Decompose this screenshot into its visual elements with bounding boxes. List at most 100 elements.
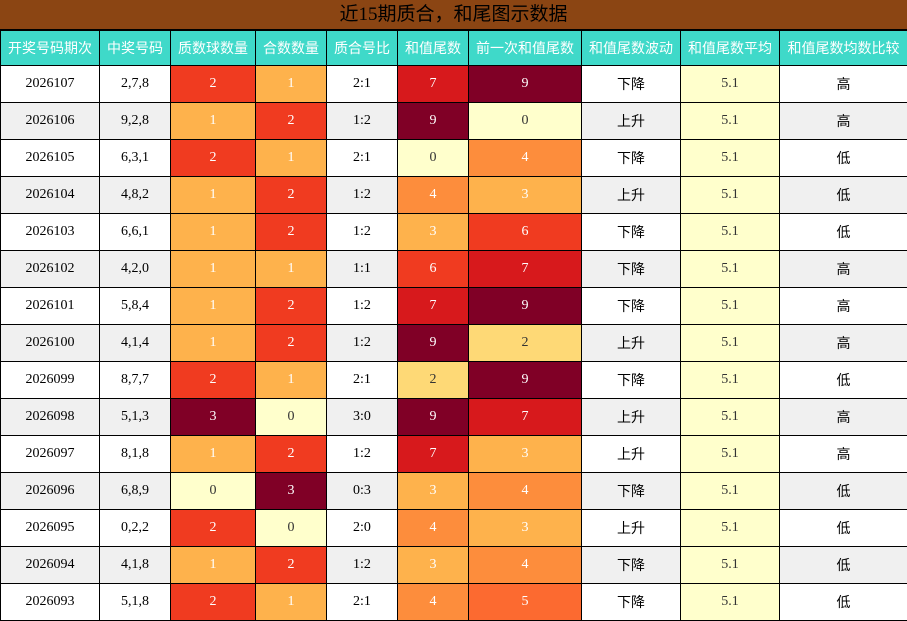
- cell-tail-average: 5.1: [681, 177, 780, 214]
- cell-sum-tail: 7: [398, 436, 469, 473]
- cell-tail-trend: 上升: [582, 325, 681, 362]
- cell-sum-tail: 6: [398, 251, 469, 288]
- cell-prime-count: 2: [171, 362, 256, 399]
- cell-numbers: 4,8,2: [100, 177, 171, 214]
- cell-composite-count: 2: [256, 288, 327, 325]
- cell-tail-compare: 高: [780, 399, 907, 436]
- cell-tail-average: 5.1: [681, 436, 780, 473]
- cell-tail-average: 5.1: [681, 399, 780, 436]
- cell-tail-trend: 上升: [582, 436, 681, 473]
- cell-sum-tail: 2: [398, 362, 469, 399]
- header-tail-average: 和值尾数平均: [681, 31, 780, 66]
- cell-ratio: 2:1: [327, 66, 398, 103]
- cell-composite-count: 1: [256, 140, 327, 177]
- cell-tail-average: 5.1: [681, 510, 780, 547]
- cell-numbers: 6,8,9: [100, 473, 171, 510]
- cell-prev-sum-tail: 7: [469, 251, 582, 288]
- cell-sum-tail: 9: [398, 103, 469, 140]
- cell-numbers: 8,1,8: [100, 436, 171, 473]
- cell-prime-count: 1: [171, 251, 256, 288]
- cell-tail-average: 5.1: [681, 547, 780, 584]
- cell-composite-count: 2: [256, 436, 327, 473]
- cell-issue: 2026094: [1, 547, 100, 584]
- cell-tail-compare: 低: [780, 214, 907, 251]
- cell-composite-count: 0: [256, 510, 327, 547]
- cell-issue: 2026093: [1, 584, 100, 621]
- cell-prev-sum-tail: 4: [469, 547, 582, 584]
- cell-sum-tail: 9: [398, 325, 469, 362]
- cell-prime-count: 1: [171, 325, 256, 362]
- cell-tail-compare: 低: [780, 362, 907, 399]
- cell-sum-tail: 4: [398, 584, 469, 621]
- cell-tail-compare: 高: [780, 436, 907, 473]
- cell-prime-count: 1: [171, 288, 256, 325]
- cell-numbers: 4,2,0: [100, 251, 171, 288]
- cell-numbers: 6,6,1: [100, 214, 171, 251]
- cell-numbers: 5,1,3: [100, 399, 171, 436]
- header-issue: 开奖号码期次: [1, 31, 100, 66]
- cell-sum-tail: 4: [398, 510, 469, 547]
- cell-ratio: 1:2: [327, 103, 398, 140]
- cell-tail-trend: 下降: [582, 547, 681, 584]
- header-ratio: 质合号比: [327, 31, 398, 66]
- cell-composite-count: 2: [256, 547, 327, 584]
- cell-tail-average: 5.1: [681, 473, 780, 510]
- cell-composite-count: 1: [256, 251, 327, 288]
- header-numbers: 中奖号码: [100, 31, 171, 66]
- cell-prev-sum-tail: 9: [469, 362, 582, 399]
- cell-prev-sum-tail: 3: [469, 510, 582, 547]
- header-prime-count: 质数球数量: [171, 31, 256, 66]
- cell-prime-count: 1: [171, 177, 256, 214]
- cell-sum-tail: 9: [398, 399, 469, 436]
- cell-tail-average: 5.1: [681, 584, 780, 621]
- cell-sum-tail: 7: [398, 66, 469, 103]
- cell-numbers: 4,1,8: [100, 547, 171, 584]
- header-row: 开奖号码期次 中奖号码 质数球数量 合数数量 质合号比 和值尾数 前一次和值尾数…: [1, 31, 907, 66]
- cell-tail-average: 5.1: [681, 214, 780, 251]
- cell-prev-sum-tail: 3: [469, 436, 582, 473]
- cell-tail-average: 5.1: [681, 66, 780, 103]
- cell-numbers: 0,2,2: [100, 510, 171, 547]
- cell-composite-count: 1: [256, 66, 327, 103]
- cell-issue: 2026105: [1, 140, 100, 177]
- cell-tail-trend: 上升: [582, 177, 681, 214]
- cell-prime-count: 1: [171, 103, 256, 140]
- cell-prime-count: 1: [171, 547, 256, 584]
- cell-tail-average: 5.1: [681, 140, 780, 177]
- cell-tail-compare: 低: [780, 140, 907, 177]
- cell-issue: 2026101: [1, 288, 100, 325]
- cell-numbers: 2,7,8: [100, 66, 171, 103]
- cell-composite-count: 2: [256, 214, 327, 251]
- cell-ratio: 2:0: [327, 510, 398, 547]
- cell-numbers: 5,8,4: [100, 288, 171, 325]
- cell-tail-compare: 高: [780, 103, 907, 140]
- cell-prev-sum-tail: 5: [469, 584, 582, 621]
- cell-composite-count: 2: [256, 325, 327, 362]
- header-composite-count: 合数数量: [256, 31, 327, 66]
- cell-tail-trend: 下降: [582, 140, 681, 177]
- cell-tail-average: 5.1: [681, 103, 780, 140]
- cell-numbers: 6,3,1: [100, 140, 171, 177]
- cell-tail-trend: 上升: [582, 510, 681, 547]
- cell-ratio: 1:2: [327, 177, 398, 214]
- table-title: 近15期质合，和尾图示数据: [0, 0, 907, 30]
- cell-issue: 2026098: [1, 399, 100, 436]
- cell-tail-compare: 低: [780, 547, 907, 584]
- cell-prime-count: 1: [171, 214, 256, 251]
- cell-ratio: 1:2: [327, 547, 398, 584]
- cell-ratio: 1:1: [327, 251, 398, 288]
- cell-prime-count: 0: [171, 473, 256, 510]
- cell-prev-sum-tail: 4: [469, 473, 582, 510]
- cell-prime-count: 2: [171, 510, 256, 547]
- cell-tail-compare: 高: [780, 288, 907, 325]
- cell-tail-trend: 下降: [582, 251, 681, 288]
